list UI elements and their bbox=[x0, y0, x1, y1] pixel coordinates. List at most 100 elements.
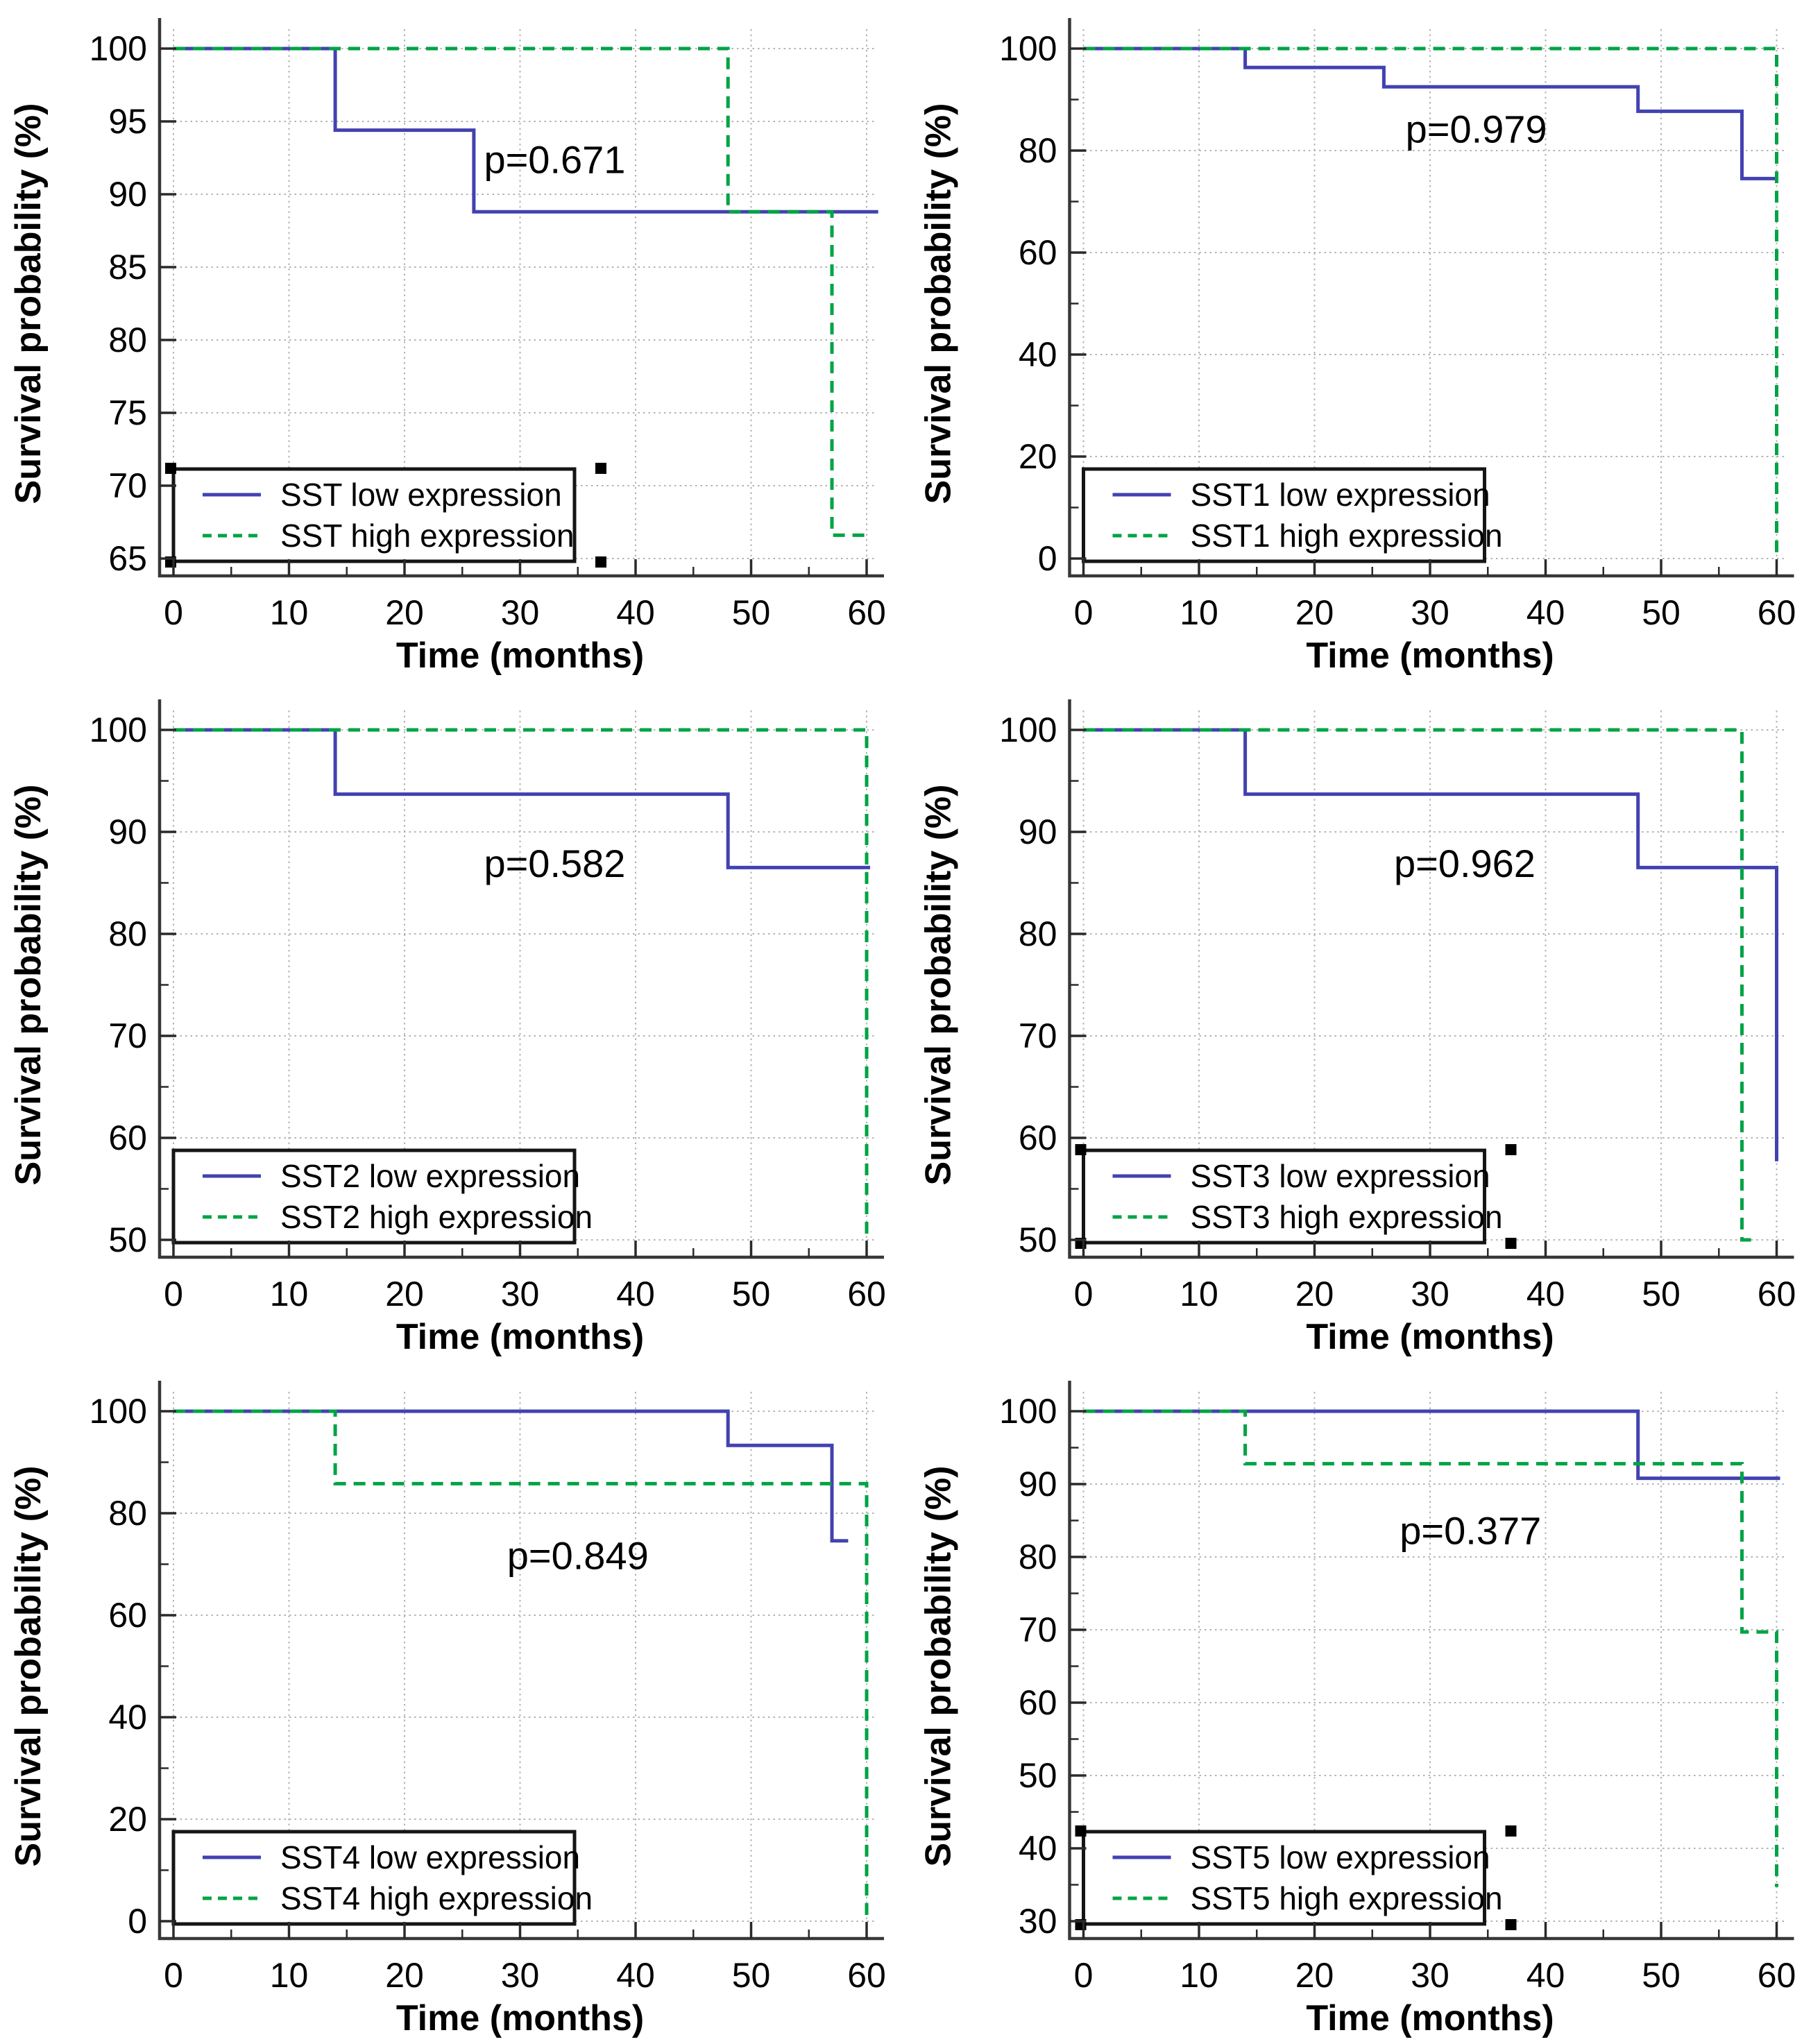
panel-sst3: SST3 low expression SST3 high expression p… bbox=[910, 681, 1820, 1363]
y-axis-title: Survival probability (%) bbox=[919, 785, 959, 1186]
legend: SST3 low expression SST3 high expression bbox=[1082, 1148, 1503, 1245]
p-value-annotation: p=0.849 bbox=[507, 1533, 649, 1577]
survival-curve-low bbox=[173, 728, 870, 869]
y-tick-labels: 50 60 70 80 90 100 bbox=[999, 710, 1057, 1259]
selection-handle bbox=[1505, 1825, 1517, 1837]
y-tick-label: 80 bbox=[1019, 914, 1057, 953]
x-tick-label: 0 bbox=[164, 1275, 183, 1313]
tick-marks bbox=[1069, 47, 1778, 576]
x-tick-labels: 0 10 20 30 40 50 60 bbox=[1074, 1956, 1796, 1995]
tick-marks bbox=[160, 1410, 868, 1939]
survival-chart-sst: SST low expression SST high expression p=0… bbox=[8, 18, 886, 676]
x-tick-label: 10 bbox=[270, 1956, 309, 1995]
tick-marks bbox=[160, 729, 868, 1257]
x-tick-label: 20 bbox=[385, 593, 424, 632]
y-tick-labels: 0 20 40 60 80 100 bbox=[90, 1392, 147, 1941]
p-value-annotation: p=0.671 bbox=[484, 138, 625, 182]
x-tick-label: 20 bbox=[1295, 593, 1334, 632]
survival-chart-sst3: SST3 low expression SST3 high expression p… bbox=[919, 699, 1796, 1357]
y-tick-label: 100 bbox=[999, 1392, 1057, 1431]
panel-sst5: SST5 low expression SST5 high expression p… bbox=[910, 1363, 1820, 2044]
x-tick-label: 40 bbox=[616, 1956, 655, 1995]
x-tick-label: 60 bbox=[847, 1956, 886, 1995]
x-tick-label: 0 bbox=[164, 593, 183, 632]
survival-curve-high bbox=[1083, 46, 1778, 559]
survival-chart-sst4: SST4 low expression SST4 high expression p… bbox=[8, 1381, 886, 2038]
x-tick-labels: 0 10 20 30 40 50 60 bbox=[164, 1275, 886, 1313]
x-tick-label: 0 bbox=[1074, 1956, 1094, 1995]
y-tick-labels: 0 20 40 60 80 100 bbox=[999, 29, 1057, 578]
selection-handle bbox=[1505, 1919, 1517, 1930]
p-value-annotation: p=0.582 bbox=[484, 842, 625, 885]
legend-label-high: SST1 high expression bbox=[1191, 518, 1503, 554]
y-tick-label: 40 bbox=[1019, 1829, 1057, 1868]
y-tick-label: 90 bbox=[1019, 812, 1057, 851]
y-tick-label: 65 bbox=[108, 539, 147, 578]
y-tick-label: 60 bbox=[1019, 233, 1057, 272]
y-tick-label: 100 bbox=[999, 29, 1057, 68]
x-axis-title: Time (months) bbox=[396, 1317, 644, 1357]
legend-box bbox=[1082, 1830, 1486, 1926]
selection-handle bbox=[1075, 1144, 1087, 1155]
y-tick-label: 50 bbox=[108, 1220, 147, 1259]
x-tick-label: 10 bbox=[1180, 1956, 1218, 1995]
x-tick-label: 30 bbox=[501, 1275, 540, 1313]
tick-marks bbox=[160, 47, 868, 576]
p-value-annotation: p=0.979 bbox=[1406, 108, 1547, 151]
survival-curve-low bbox=[173, 1409, 849, 1543]
x-tick-label: 50 bbox=[732, 1275, 771, 1313]
x-tick-label: 40 bbox=[616, 1275, 655, 1313]
y-tick-label: 40 bbox=[108, 1698, 147, 1737]
legend-label-low: SST5 low expression bbox=[1191, 1839, 1490, 1875]
y-axis-title: Survival probability (%) bbox=[919, 103, 959, 504]
x-tick-label: 60 bbox=[1758, 593, 1796, 632]
survival-chart-sst2: SST2 low expression SST2 high expression p… bbox=[8, 699, 886, 1357]
legend: SST low expression SST high expression bbox=[171, 467, 577, 563]
y-tick-label: 70 bbox=[1019, 1016, 1057, 1055]
x-tick-label: 0 bbox=[1074, 1275, 1094, 1313]
x-tick-labels: 0 10 20 30 40 50 60 bbox=[1074, 593, 1796, 632]
y-tick-label: 0 bbox=[1038, 539, 1057, 578]
x-axis-title: Time (months) bbox=[1306, 1998, 1554, 2038]
y-tick-label: 60 bbox=[108, 1118, 147, 1157]
x-tick-label: 20 bbox=[385, 1956, 424, 1995]
y-tick-label: 50 bbox=[1019, 1220, 1057, 1259]
legend-label-high: SST5 high expression bbox=[1191, 1880, 1503, 1916]
survival-curve-low bbox=[1083, 46, 1777, 180]
x-tick-labels: 0 10 20 30 40 50 60 bbox=[164, 1956, 886, 1995]
y-tick-labels: 50 60 70 80 90 100 bbox=[90, 710, 147, 1259]
y-tick-label: 85 bbox=[108, 248, 147, 287]
y-tick-label: 100 bbox=[999, 710, 1057, 749]
survival-curve-low bbox=[1083, 1409, 1780, 1481]
legend: SST5 low expression SST5 high expression bbox=[1082, 1830, 1503, 1926]
y-tick-label: 80 bbox=[108, 914, 147, 953]
x-tick-labels: 0 10 20 30 40 50 60 bbox=[164, 593, 886, 632]
legend: SST2 low expression SST2 high expression bbox=[171, 1148, 593, 1245]
y-axis-title: Survival probability (%) bbox=[8, 1466, 49, 1867]
y-tick-label: 20 bbox=[1019, 437, 1057, 476]
selection-handle bbox=[165, 463, 176, 474]
x-tick-label: 0 bbox=[1074, 593, 1094, 632]
x-axis-title: Time (months) bbox=[396, 1998, 644, 2038]
y-tick-label: 90 bbox=[1019, 1465, 1057, 1504]
x-tick-label: 60 bbox=[847, 593, 886, 632]
x-axis-title: Time (months) bbox=[1306, 1317, 1554, 1357]
legend-box bbox=[171, 467, 577, 563]
selection-handles bbox=[1075, 1144, 1517, 1249]
x-tick-label: 50 bbox=[732, 1956, 771, 1995]
x-tick-label: 20 bbox=[1295, 1275, 1334, 1313]
y-tick-label: 20 bbox=[108, 1800, 147, 1839]
selection-handle bbox=[1075, 1825, 1087, 1837]
x-tick-label: 60 bbox=[847, 1275, 886, 1313]
survival-curve-high bbox=[1083, 1409, 1778, 1887]
x-tick-label: 10 bbox=[1180, 1275, 1218, 1313]
legend: SST4 low expression SST4 high expression bbox=[171, 1830, 593, 1926]
legend-label-low: SST1 low expression bbox=[1191, 477, 1490, 513]
p-value-annotation: p=0.962 bbox=[1394, 842, 1536, 885]
selection-handle bbox=[595, 556, 606, 568]
x-tick-label: 60 bbox=[1758, 1956, 1796, 1995]
x-tick-label: 20 bbox=[1295, 1956, 1334, 1995]
x-tick-label: 30 bbox=[1411, 1956, 1449, 1995]
legend-label-low: SST3 low expression bbox=[1191, 1158, 1490, 1194]
panel-sst: SST low expression SST high expression p=0… bbox=[0, 0, 910, 681]
